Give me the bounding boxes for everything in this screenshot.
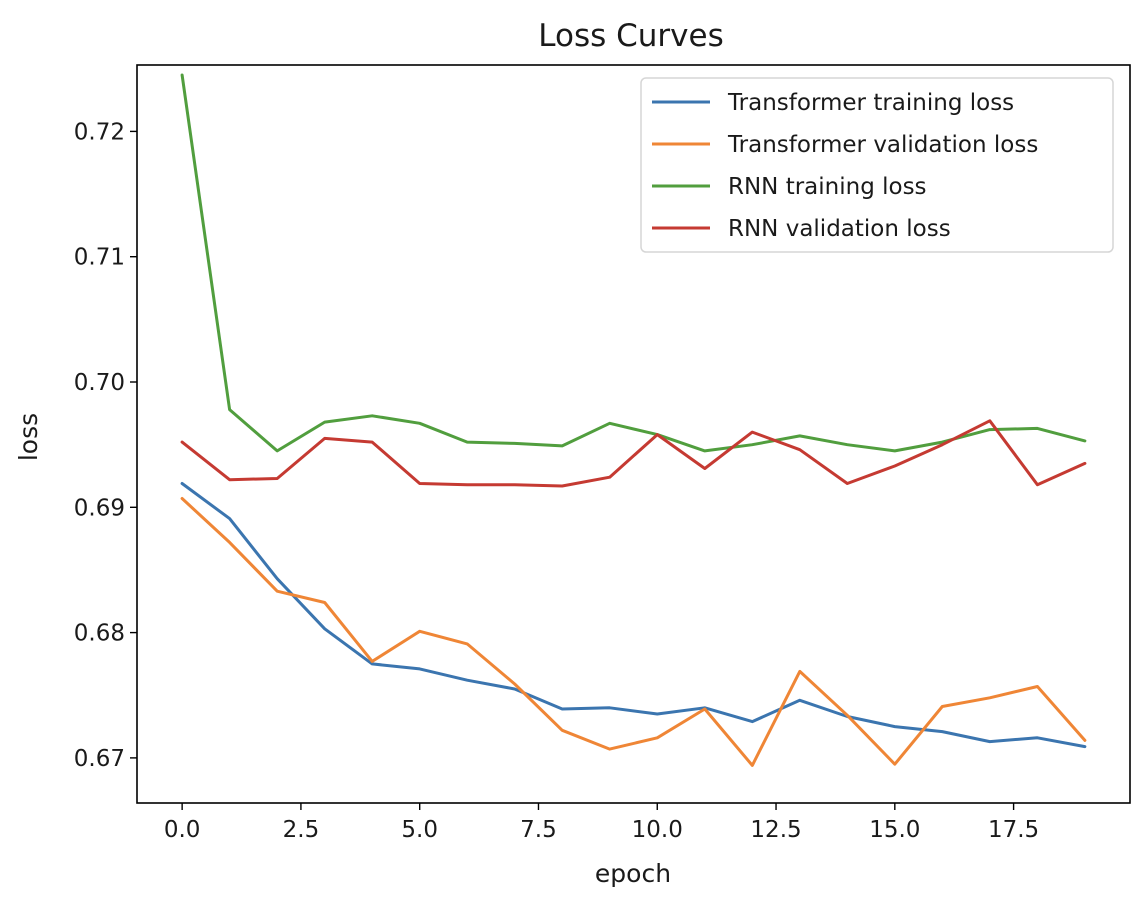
series-line-4 [180,419,1087,488]
series-lines [180,73,1087,767]
legend: Transformer training loss Transformer val… [640,77,1114,253]
legend-label: RNN training loss [728,174,927,200]
x-tick-label: 12.5 [750,817,801,843]
plot-frame [136,64,1131,804]
x-tick-label: 17.5 [988,817,1039,843]
x-tick-label: 0.0 [164,817,201,843]
x-tick-label: 2.5 [283,817,320,843]
legend-box [640,77,1114,253]
x-axis-ticks: 0.0 2.5 5.0 7.5 10.0 12.5 15.0 17.5 [164,803,1039,843]
x-tick-label: 15.0 [869,817,920,843]
series-line-2 [180,497,1087,767]
y-tick-label: 0.67 [74,746,125,772]
y-tick-label: 0.68 [74,621,125,647]
series-line-3 [180,73,1087,453]
legend-label: RNN validation loss [728,216,951,242]
y-axis-ticks: 0.67 0.68 0.69 0.70 0.71 0.72 [74,119,137,772]
x-tick-label: 5.0 [401,817,438,843]
y-axis-label: loss [14,413,43,461]
y-tick-label: 0.72 [74,119,125,145]
y-tick-label: 0.70 [74,370,125,396]
chart-title: Loss Curves [538,18,723,54]
series-line-1 [180,482,1087,749]
x-tick-label: 7.5 [520,817,557,843]
x-axis-label: epoch [595,859,671,888]
y-tick-label: 0.69 [74,495,125,521]
legend-label: Transformer validation loss [727,132,1038,158]
x-tick-label: 10.0 [632,817,683,843]
y-tick-label: 0.71 [74,245,125,271]
legend-label: Transformer training loss [727,90,1014,116]
